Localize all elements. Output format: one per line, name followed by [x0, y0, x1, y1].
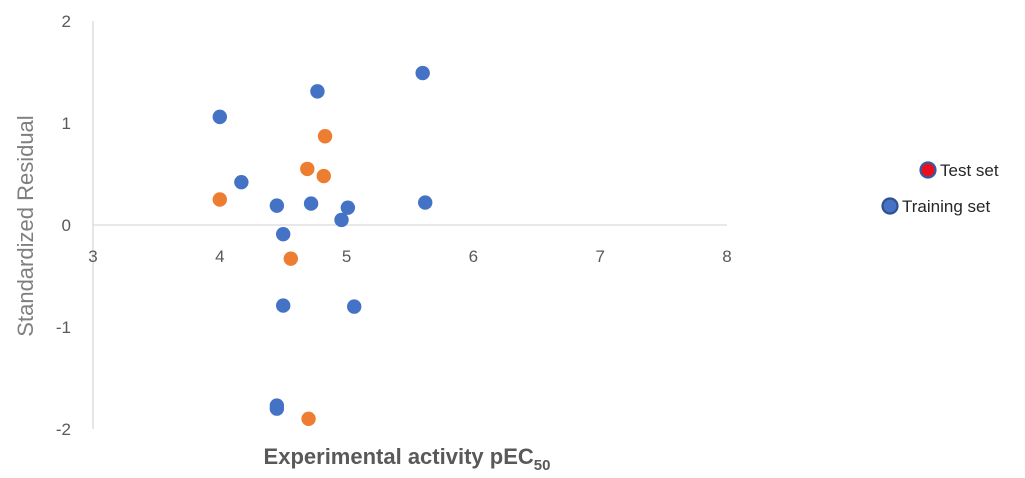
legend-marker-training-set — [881, 197, 899, 215]
data-point — [334, 212, 349, 228]
axes — [92, 21, 727, 429]
x-axis-label: Experimental activity pEC50 — [264, 444, 551, 474]
data-point — [212, 109, 227, 125]
x-tick-label: 3 — [88, 247, 97, 266]
data-point — [269, 401, 285, 416]
data-point — [310, 84, 325, 99]
legend-label-test-set: Test set — [940, 161, 999, 180]
data-point — [415, 65, 430, 81]
data-point — [340, 200, 356, 215]
data-point — [276, 298, 291, 313]
data-point — [316, 168, 331, 184]
legend-label-training-set: Training set — [902, 197, 990, 216]
data-point — [234, 174, 249, 190]
legend: Test set Training set — [881, 161, 999, 216]
x-tick-label: 4 — [215, 247, 224, 266]
x-tick-labels: 3 4 5 6 7 8 — [88, 247, 731, 266]
data-point — [347, 299, 362, 314]
data-point — [283, 251, 299, 266]
data-point — [276, 226, 291, 242]
legend-item-training-set: Training set — [881, 197, 990, 216]
x-tick-label: 7 — [595, 247, 604, 266]
legend-item-test-set: Test set — [919, 161, 999, 180]
y-axis-label: Standardized Residual — [13, 115, 38, 336]
y-tick-label: 2 — [62, 12, 71, 31]
y-tick-label: -2 — [56, 420, 71, 439]
data-point — [269, 198, 285, 213]
x-axis-label-subscript: 50 — [534, 457, 551, 474]
x-axis-label-main: Experimental activity pEC — [264, 444, 534, 469]
data-point — [212, 192, 227, 207]
x-tick-label: 6 — [469, 247, 478, 266]
x-tick-label: 8 — [722, 247, 731, 266]
y-tick-label: 1 — [62, 114, 71, 133]
y-tick-label: -1 — [56, 318, 71, 337]
data-point — [317, 129, 333, 144]
data-point — [301, 411, 316, 426]
data-point — [418, 195, 433, 210]
data-point — [303, 196, 319, 211]
data-point — [300, 161, 315, 177]
y-tick-labels: 2 1 0 -1 -2 — [56, 12, 71, 439]
y-tick-label: 0 — [62, 216, 71, 235]
x-tick-label: 5 — [342, 247, 351, 266]
data-points — [212, 65, 433, 426]
legend-marker-test-set — [919, 161, 937, 179]
